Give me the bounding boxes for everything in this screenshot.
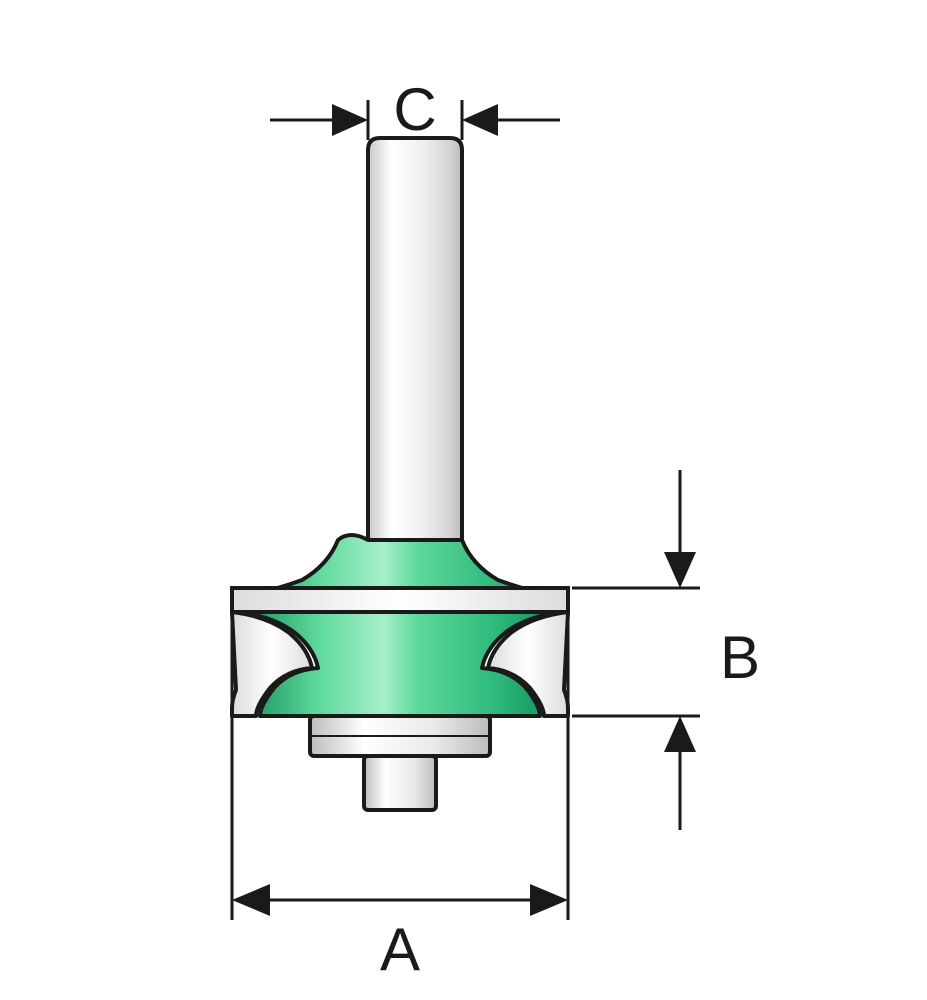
label-B: B [720,624,760,691]
label-A: A [380,916,420,983]
bearing [310,716,490,810]
label-C: C [393,76,436,143]
dimension-C: C [270,76,560,143]
dimension-B: B [572,470,760,830]
cutter-body-green [238,535,562,716]
shank [368,138,462,540]
router-bit-diagram: C A B [0,0,927,1000]
router-bit [232,138,568,810]
